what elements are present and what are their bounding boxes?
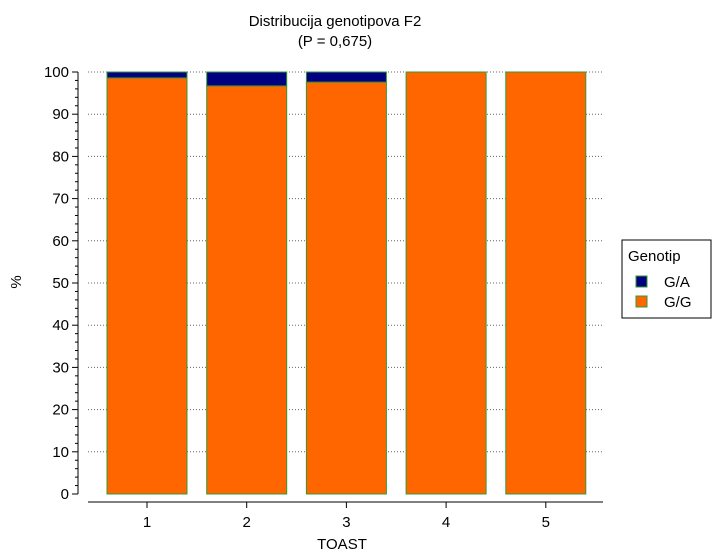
x-tick-label: 4	[442, 514, 450, 531]
legend-label: G/G	[664, 294, 692, 311]
x-axis-label: TOAST	[317, 536, 367, 553]
x-tick-label: 2	[243, 514, 251, 531]
legend-swatch	[635, 275, 648, 288]
y-tick-label: 20	[52, 402, 69, 419]
y-axis-label: %	[8, 275, 25, 288]
y-tick-label: 60	[52, 233, 69, 250]
x-tick-label: 5	[542, 514, 550, 531]
bar-segment	[106, 77, 188, 495]
y-tick-label: 100	[44, 64, 69, 81]
bar-segment	[405, 71, 487, 495]
y-tick-label: 30	[52, 359, 69, 376]
bar-segment	[305, 81, 387, 495]
bars	[106, 71, 587, 495]
y-tick-label: 40	[52, 317, 69, 334]
x-tick-label: 3	[342, 514, 350, 531]
bar-segment	[106, 71, 188, 79]
chart-title: Distribucija genotipova F2	[249, 13, 422, 30]
y-tick-label: 80	[52, 148, 69, 165]
chart-subtitle: (P = 0,675)	[298, 33, 372, 50]
legend: Genotip G/A G/G	[621, 239, 712, 319]
y-tick-label: 0	[61, 486, 69, 503]
x-tick-label: 1	[143, 514, 151, 531]
y-tick-label: 50	[52, 275, 69, 292]
y-tick-label: 10	[52, 444, 69, 461]
bar-segment	[206, 71, 288, 87]
y-tick-label: 70	[52, 191, 69, 208]
y-tick-label: 90	[52, 106, 69, 123]
bar-segment	[505, 71, 587, 495]
bar-segment	[206, 85, 288, 495]
legend-label: G/A	[664, 274, 690, 291]
bar-segment	[305, 71, 387, 83]
legend-swatch	[635, 295, 648, 308]
legend-title: Genotip	[628, 248, 681, 265]
